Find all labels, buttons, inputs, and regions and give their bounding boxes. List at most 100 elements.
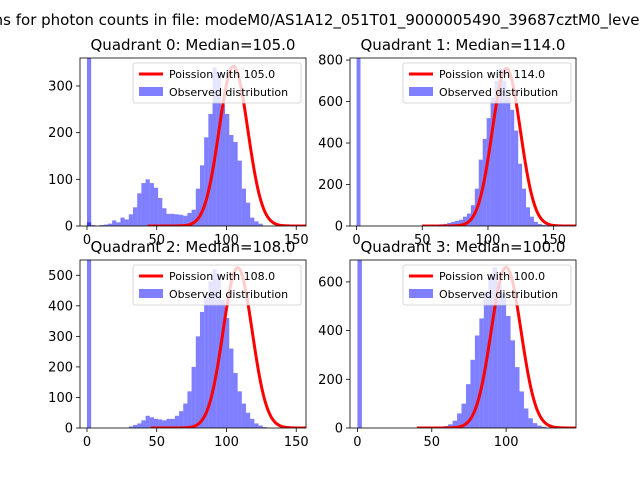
y-tick-label: 0 — [335, 422, 343, 437]
histogram-bar — [199, 165, 205, 226]
y-tick-label: 200 — [318, 373, 343, 388]
y-tick-label: 400 — [318, 324, 343, 339]
histogram-bar — [530, 216, 534, 226]
histogram-bar — [162, 208, 167, 226]
subplot-quadrant-3: 0 50 100 0 200 400 600 Quadrant 3: Median=100.0… — [318, 238, 577, 450]
y-tick-label: 200 — [48, 360, 73, 375]
y-tick-label: 400 — [48, 299, 73, 314]
histogram-bar — [179, 411, 184, 428]
histogram-bar — [166, 213, 171, 226]
subplot-quadrant-0: 0 50 100 150 0 100 200 300 Quadrant 0: Median=10… — [48, 36, 308, 248]
histogram-bar — [541, 426, 547, 428]
legend-label-observed: Observed distribution — [169, 86, 288, 99]
histogram-bar — [133, 424, 138, 428]
histogram-bar — [515, 367, 520, 428]
y-tick-label: 800 — [318, 54, 343, 69]
histogram-bar — [246, 412, 251, 428]
histogram-bar — [461, 403, 466, 428]
histogram-bar — [237, 391, 242, 428]
histogram-bar — [451, 221, 456, 226]
legend-box — [402, 62, 572, 104]
histogram-bar — [523, 408, 529, 428]
x-tick-label: 100 — [214, 233, 239, 248]
histogram-bar — [522, 188, 527, 226]
plot-area — [86, 260, 306, 428]
legend-patch-swatch — [139, 87, 163, 96]
histogram-bar — [490, 97, 495, 226]
histogram-bar — [510, 109, 515, 226]
histogram-bar — [258, 223, 263, 226]
histogram-bar — [237, 160, 242, 226]
x-tick-label: 0 — [83, 435, 91, 450]
histogram-bar — [258, 425, 263, 428]
histogram-bar — [498, 68, 503, 226]
histogram-bar — [220, 104, 226, 226]
histogram-bar — [162, 420, 167, 428]
histogram-bar — [179, 214, 184, 226]
histogram-bar — [208, 114, 213, 226]
histogram-bar — [250, 217, 255, 226]
histogram-bar — [492, 267, 498, 428]
histogram-bar — [479, 318, 484, 428]
legend-box — [402, 264, 572, 306]
y-tick-label: 400 — [318, 137, 343, 152]
histogram-bar — [229, 348, 234, 428]
subplot-title: Quadrant 2: Median=108.0 — [91, 238, 296, 256]
y-tick-label: 200 — [48, 126, 73, 141]
x-tick-label: 100 — [494, 435, 519, 450]
histogram-bar — [99, 225, 104, 226]
histogram-bar — [506, 316, 511, 428]
subplot-quadrant-2: 0 50 100 150 0 100 200 300 400 500 Quadrant 2: Med… — [48, 238, 309, 450]
legend-patch-swatch — [139, 289, 163, 298]
y-tick-label: 200 — [318, 178, 343, 193]
histogram-bar — [518, 163, 523, 226]
histogram-bar — [488, 277, 493, 428]
histogram-bar — [541, 224, 546, 226]
histogram-spike-bar — [86, 58, 92, 226]
x-tick-label: 50 — [148, 435, 165, 450]
histogram-bar — [195, 188, 200, 226]
histogram-bar — [91, 225, 96, 226]
histogram-bar — [514, 130, 519, 226]
histogram-bar — [225, 318, 230, 428]
histogram-bar — [128, 214, 134, 226]
histogram-bar — [241, 188, 247, 226]
histogram-bar — [486, 118, 491, 226]
histogram-bar — [141, 183, 146, 226]
histogram-bar — [204, 137, 209, 226]
x-tick-label: 150 — [284, 435, 309, 450]
legend-label-poisson: Poission with 105.0 — [169, 68, 275, 81]
y-tick-label: 300 — [48, 330, 73, 345]
histogram-bar — [494, 80, 499, 226]
histogram-bar — [166, 418, 171, 428]
histogram-bar — [149, 183, 154, 226]
y-tick-label: 0 — [335, 220, 343, 235]
legend-patch-swatch — [409, 87, 433, 96]
histogram-bar — [141, 420, 146, 428]
histogram-bar — [254, 423, 259, 428]
legend-label-observed: Observed distribution — [439, 86, 558, 99]
x-tick-label: 100 — [214, 435, 239, 450]
histogram-bar — [457, 413, 462, 428]
x-tick-label: 50 — [424, 435, 441, 450]
histogram-bar — [158, 419, 163, 428]
y-tick-label: 300 — [48, 80, 73, 95]
y-tick-label: 100 — [48, 173, 73, 188]
histogram-bar — [233, 373, 238, 428]
histogram-bar — [448, 424, 453, 428]
histogram-spike-bar — [86, 260, 92, 428]
histogram-bar — [170, 213, 175, 226]
histogram-bar — [137, 193, 142, 226]
x-tick-label: 50 — [148, 233, 165, 248]
histogram-bar — [187, 212, 192, 226]
histogram-bar — [187, 391, 192, 428]
histogram-bar — [116, 222, 121, 226]
legend-label-observed: Observed distribution — [169, 288, 288, 301]
histogram-bar — [497, 281, 502, 428]
histogram-bar — [537, 223, 542, 226]
y-tick-label: 600 — [318, 95, 343, 110]
legend-label-poisson: Poission with 100.0 — [439, 270, 545, 283]
histogram-bar — [183, 215, 188, 226]
histogram-bar — [220, 299, 226, 428]
histogram-bar — [145, 415, 150, 428]
